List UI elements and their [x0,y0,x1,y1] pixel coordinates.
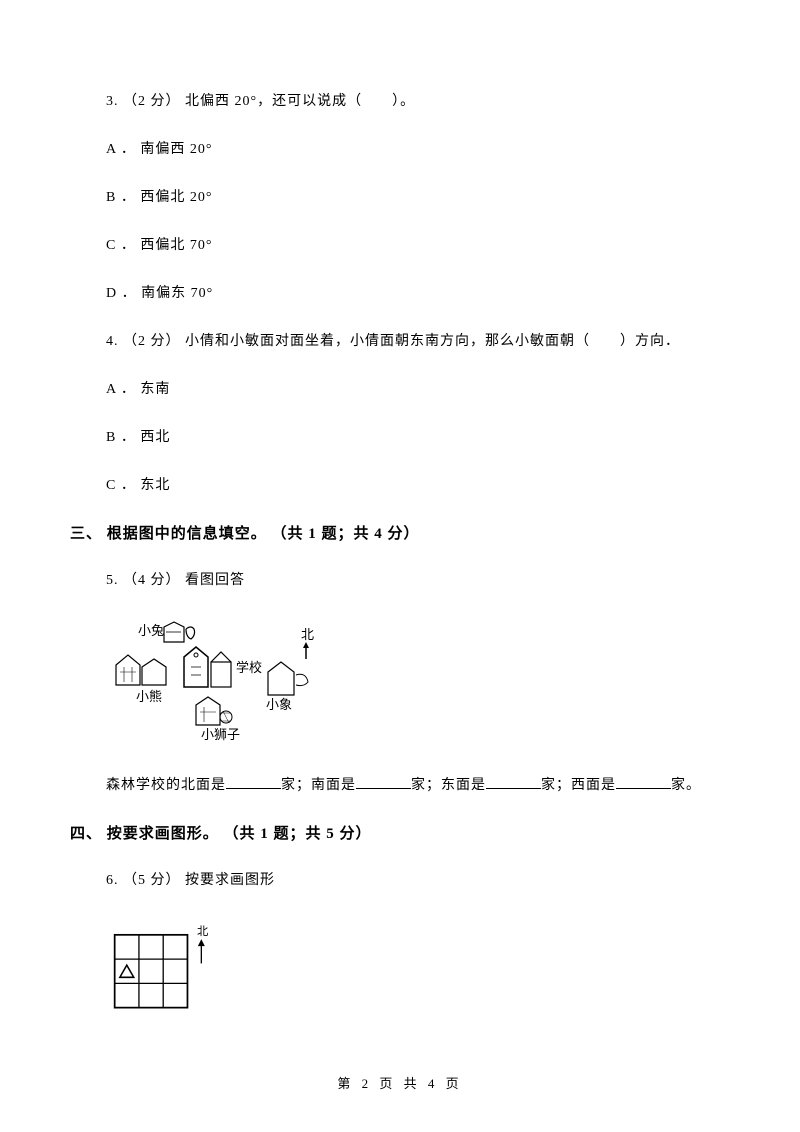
blank-3[interactable] [486,775,541,789]
map-label-rabbit: 小兔 [138,623,164,638]
map-label-lion: 小狮子 [201,727,240,742]
fill-part4: 家；西面是 [541,778,616,793]
section-3-header: 三、 根据图中的信息填空。 （共 1 题；共 4 分） [70,522,730,543]
question-6-grid-image: 北 [106,917,730,1027]
blank-4[interactable] [616,775,671,789]
map-label-school: 学校 [236,660,262,675]
map-illustration-icon: 小兔 北 小熊 学校 小象 小狮子 [106,617,346,747]
question-4-option-a: A ． 东南 [106,378,730,398]
map-label-elephant: 小象 [266,697,292,712]
grid-illustration-icon: 北 [106,917,236,1022]
question-3-option-a: A ． 南偏西 20° [106,138,730,158]
page-footer: 第 2 页 共 4 页 [0,1073,800,1092]
fill-part2: 家；南面是 [281,778,356,793]
fill-part3: 家；东面是 [411,778,486,793]
question-6-prompt: 6. （5 分） 按要求画图形 [106,869,730,889]
section-4-header: 四、 按要求画图形。 （共 1 题；共 5 分） [70,822,730,843]
map-label-bear: 小熊 [136,689,162,704]
fill-prefix: 森林学校的北面是 [106,778,226,793]
question-4-option-c: C ． 东北 [106,474,730,494]
question-4-option-b: B ． 西北 [106,426,730,446]
blank-1[interactable] [226,775,281,789]
question-3-option-c: C ． 西偏北 70° [106,234,730,254]
map-label-north: 北 [301,627,314,642]
blank-2[interactable] [356,775,411,789]
question-4-prompt: 4. （2 分） 小倩和小敏面对面坐着，小倩面朝东南方向，那么小敏面朝（ ）方向… [106,330,730,350]
question-5-map-image: 小兔 北 小熊 学校 小象 小狮子 [106,617,730,752]
question-5-prompt: 5. （4 分） 看图回答 [106,569,730,589]
question-5-fill-sentence: 森林学校的北面是 家；南面是 家；东面是 家；西面是 家。 [106,774,730,794]
question-3-prompt: 3. （2 分） 北偏西 20°，还可以说成（ ）。 [106,90,730,110]
question-3-option-d: D ． 南偏东 70° [106,282,730,302]
fill-suffix: 家。 [671,778,701,793]
grid-north-label: 北 [197,925,208,938]
question-3-option-b: B ． 西偏北 20° [106,186,730,206]
